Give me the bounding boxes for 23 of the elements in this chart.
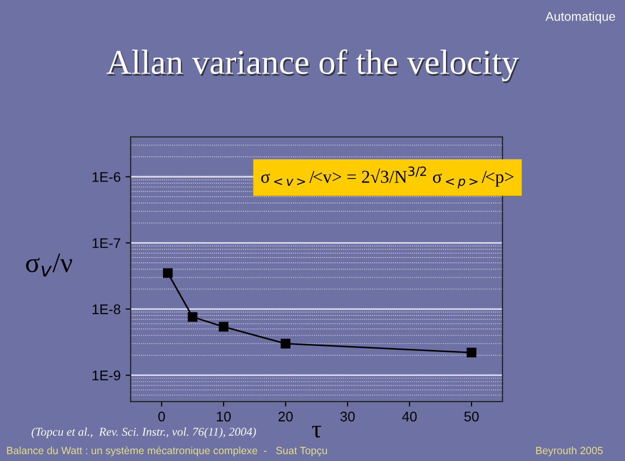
y-axis-title: σ$_{v}$/ν xyxy=(26,254,72,277)
text: Beyrouth 2005 xyxy=(536,446,603,456)
x-tick-label: 40 xyxy=(402,412,417,422)
point xyxy=(188,312,198,322)
x-tick-label: 20 xyxy=(278,412,293,422)
point xyxy=(218,322,228,332)
x-tick-label: 10 xyxy=(216,412,231,422)
x-tick-label: 30 xyxy=(340,412,355,422)
y-tick-label: 1E-6 xyxy=(92,172,120,182)
text: (Topcu et al., Rev. Sci. Instr., vol. 76(11), 2004) xyxy=(32,427,256,438)
y-tick-label: 1E-8 xyxy=(92,304,120,314)
point xyxy=(280,338,290,349)
chart-title: Allan variance of the velocity xyxy=(108,51,520,84)
point xyxy=(466,348,476,358)
x-tick-label: 0 xyxy=(158,412,165,422)
y-tick-label: 1E-7 xyxy=(92,238,120,248)
y-tick-label: 1E-9 xyxy=(92,370,120,380)
text: Automatique xyxy=(545,12,616,24)
point xyxy=(162,268,173,278)
x-axis-title: τ xyxy=(312,426,322,438)
x-tick-label: 50 xyxy=(464,412,479,422)
text: Balance du Watt : un système mécatronique complexe - Suat Topçu xyxy=(7,446,327,456)
annotation: σ$_{<v>}$/<v> = 2√3/N$^{3/2}$ σ$_{<p>}$/<p> xyxy=(261,166,514,188)
